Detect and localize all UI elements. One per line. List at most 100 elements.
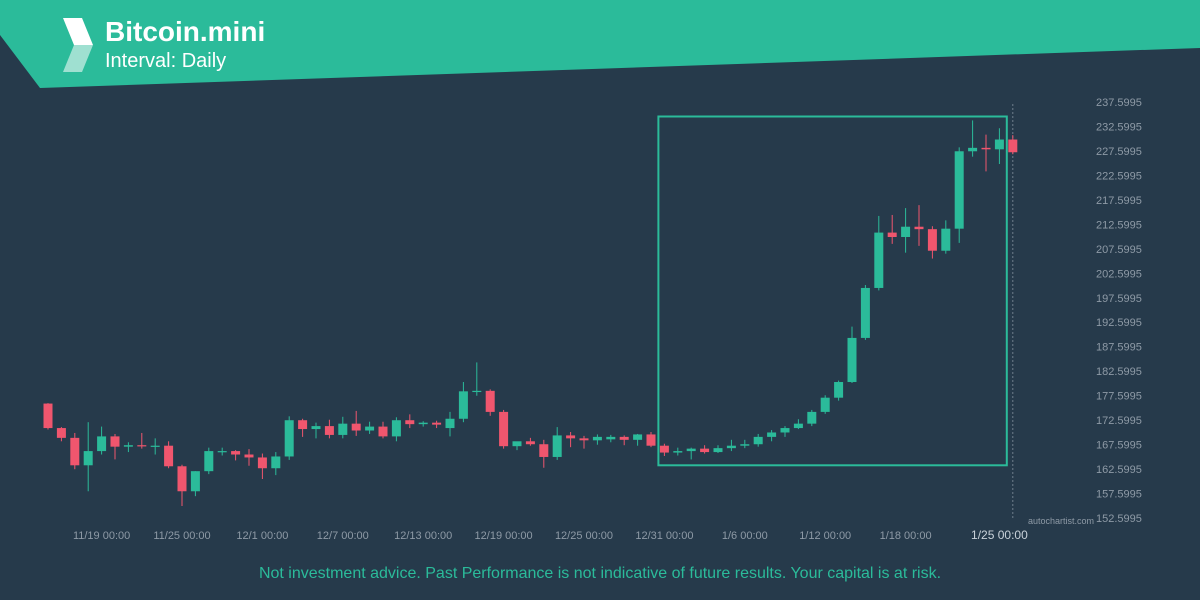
candle (606, 434, 616, 443)
candle (539, 439, 549, 468)
watermark-label: autochartist.com (1028, 516, 1094, 526)
candle-body (472, 390, 482, 393)
candle (445, 411, 455, 437)
candle-body (512, 441, 522, 447)
y-tick-label: 157.5995 (1096, 489, 1142, 501)
candle (860, 285, 870, 340)
candle-body (97, 436, 107, 452)
y-tick-label: 152.5995 (1096, 513, 1142, 525)
candle (968, 120, 978, 157)
candle (1008, 135, 1018, 155)
candle (954, 147, 964, 243)
y-tick-label: 227.5995 (1096, 146, 1142, 158)
candle-body (432, 422, 442, 425)
candle-body (847, 337, 857, 383)
y-tick-label: 202.5995 (1096, 268, 1142, 280)
x-tick-label: 12/1 00:00 (236, 530, 288, 542)
x-tick-label: 12/19 00:00 (475, 530, 533, 542)
candle (847, 326, 857, 383)
candle-body (150, 445, 160, 447)
candle (874, 215, 884, 291)
candle-body (954, 151, 964, 229)
autochartist-logo-icon (63, 18, 93, 72)
candle-body (137, 445, 147, 447)
candle (137, 432, 147, 449)
candle (887, 214, 897, 244)
candle (231, 450, 241, 461)
candle-body (740, 444, 750, 446)
x-tick-label: 11/19 00:00 (73, 530, 130, 542)
candle-body (820, 397, 830, 412)
x-tick-label: 12/13 00:00 (394, 530, 452, 542)
interval-label: Interval: Daily (105, 50, 227, 72)
candle-body (1008, 139, 1018, 153)
candle-body (164, 445, 174, 467)
candle (204, 447, 214, 475)
candle (164, 441, 174, 469)
x-tick-label: 1/25 00:00 (971, 528, 1028, 542)
candle (740, 439, 750, 449)
candle-body (968, 147, 978, 152)
candle (552, 427, 562, 460)
candle-body (244, 454, 254, 458)
candle (70, 432, 80, 470)
candle (700, 445, 710, 454)
candle-body (311, 426, 321, 430)
candle (271, 452, 281, 476)
candle-body (659, 445, 669, 453)
x-tick-label: 11/25 00:00 (153, 530, 210, 542)
candle-body (686, 448, 696, 452)
x-tick-label: 12/25 00:00 (555, 530, 613, 542)
candle-body (793, 423, 803, 429)
instrument-title: Bitcoin.mini (105, 16, 266, 47)
candle-body (338, 423, 348, 435)
candle-body (231, 451, 241, 455)
y-tick-label: 197.5995 (1096, 293, 1142, 305)
candle-body (418, 422, 428, 425)
y-tick-label: 167.5995 (1096, 440, 1142, 452)
candle-body (83, 451, 93, 466)
candle (793, 419, 803, 430)
candle (566, 431, 576, 448)
candle-body (110, 436, 120, 447)
candle-body (860, 287, 870, 338)
candle (914, 205, 924, 246)
candle (217, 447, 227, 456)
candle-body (767, 432, 777, 437)
pattern-highlight-box (657, 115, 1008, 467)
candle (177, 464, 187, 506)
candle-body (633, 434, 643, 440)
candle-body (592, 436, 602, 441)
candle (686, 447, 696, 460)
candle-body (56, 428, 66, 438)
candle-body (43, 403, 53, 429)
candle (485, 389, 495, 416)
candle (405, 414, 415, 429)
candle-body (405, 420, 415, 425)
candle (257, 453, 267, 480)
candle-body (901, 226, 911, 238)
candle (753, 433, 763, 447)
y-tick-label: 182.5995 (1096, 366, 1142, 378)
candle (525, 437, 535, 446)
candle-body (525, 441, 535, 445)
candle-body (70, 437, 80, 466)
candle-body (874, 232, 884, 288)
candle (123, 442, 133, 453)
candle (633, 433, 643, 446)
candle (365, 421, 375, 434)
candle (807, 409, 817, 427)
candle (512, 441, 522, 451)
candle-body (807, 411, 817, 424)
candle-body (927, 229, 937, 251)
candle-body (204, 451, 214, 472)
candle-body (177, 466, 187, 492)
candle-body (485, 390, 495, 412)
candle-body (217, 451, 227, 453)
candle (579, 435, 589, 449)
y-tick-label: 212.5995 (1096, 219, 1142, 231)
candle-body (753, 436, 763, 445)
candle (981, 134, 991, 172)
candle (834, 380, 844, 401)
candle (190, 471, 200, 497)
